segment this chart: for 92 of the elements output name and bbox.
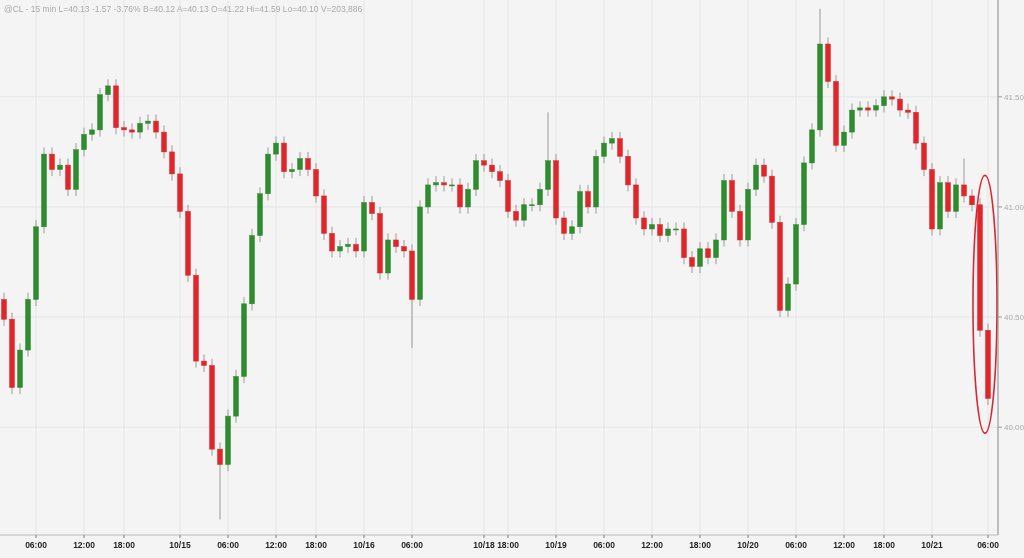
- candlestick: [561, 210, 567, 241]
- candlestick: [441, 175, 447, 193]
- candlestick: [961, 158, 967, 204]
- candlestick: [865, 100, 871, 118]
- candlestick: [169, 144, 175, 182]
- candlestick: [289, 162, 295, 179]
- candlestick: [305, 151, 311, 177]
- x-tick-label: 18:00: [113, 540, 136, 550]
- candlestick: [641, 210, 647, 237]
- candlestick: [889, 89, 895, 107]
- candlestick: [145, 113, 151, 131]
- y-tick-label: 41.50: [1004, 92, 1024, 102]
- candlestick: [449, 177, 455, 193]
- x-tick-label: 18:00: [497, 540, 520, 550]
- x-tick-label: 12:00: [641, 540, 664, 550]
- candlestick: [81, 127, 87, 157]
- x-tick-label: 06:00: [401, 540, 424, 550]
- candlestick: [393, 232, 399, 254]
- x-tick-label: 10/16: [353, 540, 375, 550]
- x-tick-label: 06:00: [593, 540, 616, 550]
- candlestick: [617, 131, 623, 164]
- candlestick: [329, 226, 335, 259]
- x-tick-label: 10/19: [545, 540, 567, 550]
- candlestick: [217, 442, 223, 521]
- candlestick: [761, 158, 767, 184]
- x-tick-label: 10/20: [737, 540, 759, 550]
- x-tick-label: 06:00: [217, 540, 240, 550]
- candlestick: [337, 239, 343, 259]
- candlestick: [481, 153, 487, 173]
- candlestick: [433, 175, 439, 193]
- candlestick: [353, 237, 359, 259]
- candlestick: [89, 122, 95, 142]
- candlestick: [161, 124, 167, 160]
- candlestick: [201, 353, 207, 373]
- candlestick: [425, 177, 431, 215]
- y-tick-label: 40.50: [1004, 312, 1024, 322]
- candlestick: [465, 182, 471, 215]
- candlestick: [401, 239, 407, 259]
- x-tick-label: 12:00: [73, 540, 96, 550]
- candlestick: [849, 102, 855, 140]
- candlestick: [489, 158, 495, 179]
- candlestick: [57, 158, 63, 177]
- candlestick: [569, 219, 575, 241]
- candlestick: [905, 102, 911, 120]
- candlestick: [665, 221, 671, 243]
- candlestick: [521, 197, 527, 228]
- x-tick-label: 18:00: [689, 540, 712, 550]
- candlestick: [273, 136, 279, 162]
- candlestick: [585, 184, 591, 215]
- candlestick: [457, 177, 463, 215]
- x-tick-label: 06:00: [25, 540, 48, 550]
- x-tick-label: 06:00: [785, 540, 808, 550]
- candlestick: [297, 151, 303, 177]
- candlestick: [689, 250, 695, 274]
- candlestick: [105, 78, 111, 102]
- candlestick: [601, 136, 607, 164]
- candlestick: [609, 131, 615, 151]
- candlestick: [345, 237, 351, 254]
- candlestick: [657, 217, 663, 243]
- x-tick-label: 12:00: [265, 540, 288, 550]
- candlestick: [121, 120, 127, 137]
- candlestick: [513, 204, 519, 228]
- candlestick: [857, 100, 863, 118]
- candlestick: [49, 147, 55, 177]
- candlestick: [649, 217, 655, 237]
- candlestick: [897, 91, 903, 118]
- candlestick: [673, 221, 679, 237]
- candlestick: [537, 182, 543, 212]
- x-tick-label: 18:00: [305, 540, 328, 550]
- candlestick: [713, 232, 719, 265]
- candlestick: [369, 195, 375, 221]
- x-tick-label: 10/21: [921, 540, 943, 550]
- candlestick: [841, 124, 847, 153]
- candlestick: [705, 241, 711, 265]
- candlestick: [697, 241, 703, 274]
- candlestick: [497, 164, 503, 188]
- candlestick: [153, 113, 159, 140]
- candlestick: [881, 89, 887, 113]
- candlestick: [529, 197, 535, 212]
- candlestick: [129, 122, 135, 140]
- candlestick: [969, 188, 975, 212]
- x-tick-label: 10/18: [473, 540, 495, 550]
- y-tick-label: 41.00: [1004, 202, 1024, 212]
- text: @CL - 15 min L=40.13 -1.57 -3.76% B=40.12 A=40.13 O=41.22 Hi=41.59 Lo=40.10 V=203,886: [4, 4, 363, 14]
- candlestick: [873, 98, 879, 118]
- x-tick-label: 10/15: [169, 540, 191, 550]
- y-tick-label: 40.00: [1004, 422, 1024, 432]
- candlestick: [137, 116, 143, 140]
- x-tick-label: 06:00: [977, 540, 1000, 550]
- x-tick-label: 12:00: [833, 540, 856, 550]
- candlestick: [1, 292, 7, 327]
- x-tick-label: 18:00: [873, 540, 896, 550]
